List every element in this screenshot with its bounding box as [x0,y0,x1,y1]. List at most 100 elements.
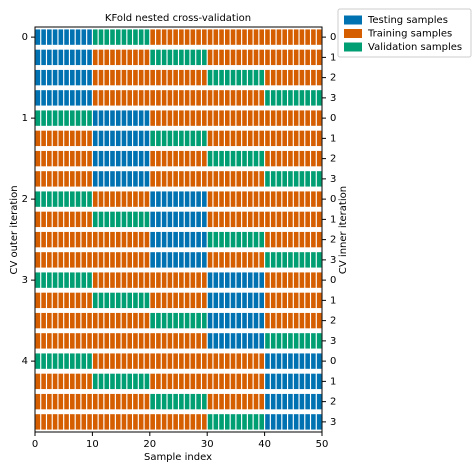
sample-bar [213,29,219,45]
sample-bar [311,49,316,66]
sample-bar [282,312,287,329]
sample-bar [64,150,69,167]
sample-bar [316,353,322,369]
sample-bar [87,333,92,349]
sample-bar [293,150,299,167]
sample-bar [293,29,299,45]
sample-bar [167,373,173,390]
sample-bar [236,150,242,167]
sample-bar [110,150,115,167]
sample-bar [98,333,104,349]
sample-bar [316,150,322,167]
sample-bar [219,150,224,167]
sample-bar [230,393,236,410]
sample-bar [161,414,167,430]
sample-bar [98,373,104,390]
sample-bar [150,353,155,369]
sample-bar [167,211,173,228]
sample-bar [265,393,270,410]
sample-bar [81,333,87,349]
sample-bar [259,373,265,390]
sample-bar [230,272,236,288]
sample-bar [167,312,173,329]
sample-bar [87,414,92,430]
sample-bar [282,292,287,309]
sample-bar [184,29,190,45]
sample-bar [92,292,98,309]
sample-bar [282,211,287,228]
sample-bar [133,29,138,45]
sample-bar [58,191,64,207]
sample-bar [110,191,115,207]
sample-bar [190,373,196,390]
sample-bar [92,90,98,106]
sample-bar [138,292,144,309]
sample-bar [219,29,224,45]
sample-bar [41,69,46,86]
sample-bar [47,69,52,86]
sample-bar [92,231,98,248]
sample-bar [253,252,259,268]
sample-bar [316,414,322,430]
sample-bar [75,292,81,309]
sample-bar [230,231,236,248]
sample-bar [64,312,69,329]
sample-bar [104,90,110,106]
sample-bar [64,333,69,349]
sample-bar [35,393,41,410]
sample-bar [41,90,46,106]
sample-bar [144,292,150,309]
legend-label: Training samples [367,29,452,40]
sample-bar [305,211,310,228]
sample-bar [311,393,316,410]
sample-bar [196,252,201,268]
sample-bar [58,272,64,288]
sample-bar [161,373,167,390]
sample-bar [173,171,178,187]
sample-bar [230,130,236,147]
sample-bar [156,373,161,390]
sample-bar [190,49,196,66]
sample-bar [70,231,75,248]
sample-bar [167,29,173,45]
sample-bar [35,373,41,390]
sample-bar [311,110,316,126]
sample-bar [167,252,173,268]
sample-bar [265,414,270,430]
sample-bar [98,191,104,207]
sample-bar [230,191,236,207]
sample-bar [144,90,150,106]
sample-bar [253,211,259,228]
sample-bar [52,69,58,86]
sample-bar [190,110,196,126]
sample-bar [236,231,242,248]
sample-bar [92,130,98,147]
sample-bar [184,353,190,369]
sample-bar [230,110,236,126]
sample-bar [184,393,190,410]
sample-bar [70,150,75,167]
sample-bar [276,272,282,288]
sample-bar [224,231,230,248]
sample-bar [52,171,58,187]
sample-bar [167,90,173,106]
sample-bar [133,49,138,66]
sample-bar [156,211,161,228]
sample-bar [196,49,201,66]
sample-bar [259,150,265,167]
sample-bar [202,252,207,268]
sample-bar [179,373,184,390]
sample-bar [293,312,299,329]
sample-bar [224,69,230,86]
sample-bar [247,191,253,207]
sample-bar [64,231,69,248]
sample-bar [58,29,64,45]
sample-bar [316,292,322,309]
sample-bar [115,312,121,329]
sample-bar [64,272,69,288]
sample-bar [207,353,213,369]
sample-bar [190,211,196,228]
sample-bar [115,90,121,106]
sample-bar [305,393,310,410]
sample-bar [138,49,144,66]
